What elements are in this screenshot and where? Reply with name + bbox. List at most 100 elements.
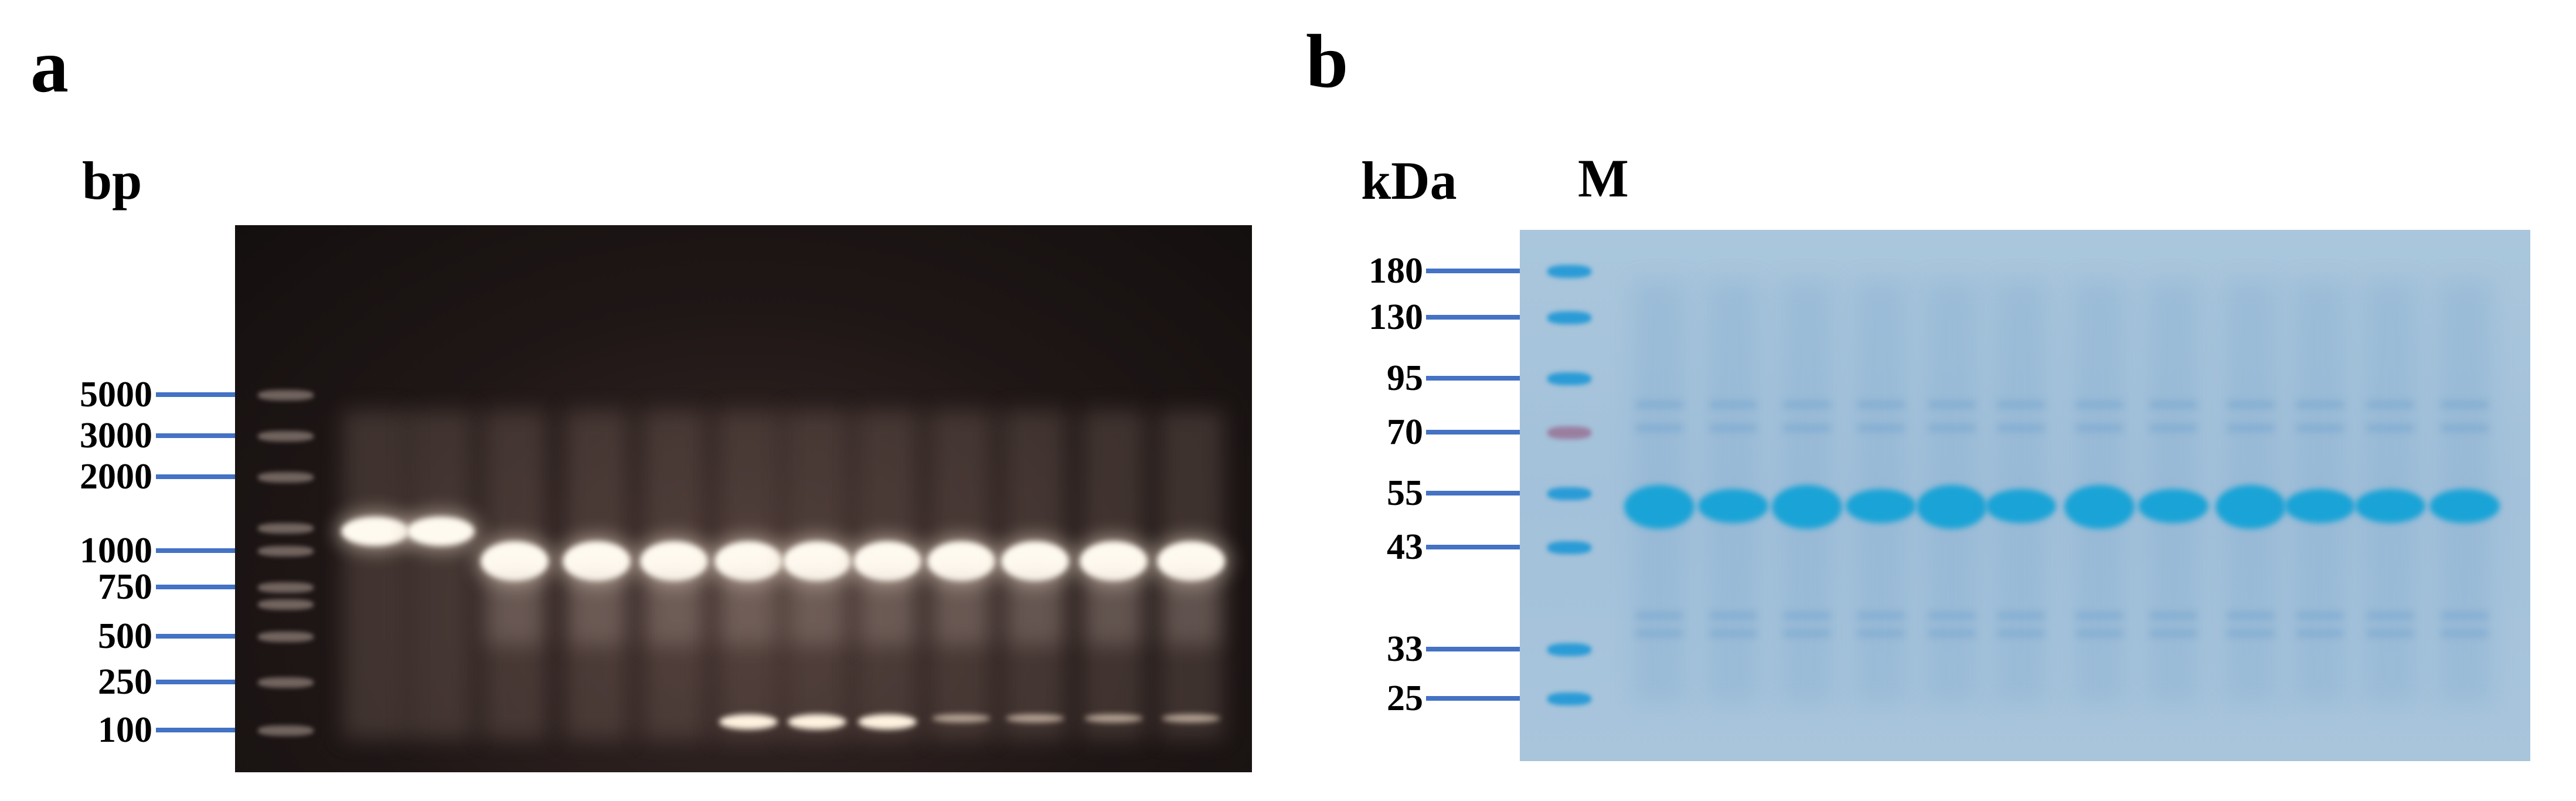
lane-smear-lower (1006, 575, 1064, 645)
faint-band (1928, 630, 1975, 637)
faint-band (2296, 401, 2343, 408)
protein-band (1986, 489, 2056, 523)
marker-line (156, 728, 235, 732)
dna-band (407, 517, 475, 546)
ladder-band (258, 725, 314, 736)
dna-band (1157, 541, 1225, 581)
faint-band (1997, 401, 2044, 408)
dna-band (640, 541, 708, 581)
faint-band (1710, 425, 1757, 432)
marker-label: 70 (1387, 412, 1423, 452)
dna-band (481, 541, 549, 581)
ladder-band (1547, 372, 1591, 385)
ladder-band (258, 472, 314, 483)
ladder-band (258, 546, 314, 556)
faint-band (2076, 401, 2123, 408)
dna-band (783, 541, 851, 581)
lane-smear-lower (858, 575, 917, 645)
marker-label: 750 (98, 567, 152, 607)
ladder-band (1547, 311, 1591, 324)
protein-band (1624, 485, 1694, 529)
faint-band (2150, 401, 2197, 408)
dna-band (714, 541, 782, 581)
marker-label: 250 (98, 662, 152, 702)
marker-line (156, 433, 235, 438)
faint-band (1997, 630, 2044, 637)
faint-band (2296, 425, 2343, 432)
protein-band (1846, 489, 1916, 523)
faint-band (2076, 425, 2123, 432)
marker-label: 55 (1387, 473, 1423, 513)
marker-line (156, 634, 235, 639)
panel-a-label: a (30, 24, 69, 108)
marker-line (1426, 696, 1520, 701)
dna-band-100bp (1006, 714, 1064, 722)
marker-label: 5000 (80, 375, 152, 415)
faint-band (1997, 612, 2044, 619)
marker-line (156, 474, 235, 479)
faint-band (1857, 425, 1904, 432)
ladder-band (258, 431, 314, 442)
marker-line (1426, 647, 1520, 651)
marker-label: 25 (1387, 678, 1423, 718)
ladder-band (1547, 487, 1591, 500)
faint-band (2367, 612, 2414, 619)
faint-band (2227, 401, 2274, 408)
faint-band (1857, 630, 1904, 637)
faint-band (1784, 425, 1830, 432)
ladder-band (258, 390, 314, 400)
dna-band-100bp (858, 714, 917, 729)
faint-band (2076, 630, 2123, 637)
panel-a-unit-label: bp (82, 151, 142, 211)
dna-band (927, 541, 995, 581)
protein-band (2429, 489, 2500, 523)
ladder-band (1547, 541, 1591, 554)
marker-line (1426, 269, 1520, 273)
faint-band (1784, 612, 1830, 619)
faint-band (2441, 401, 2488, 408)
dna-band-100bp (1084, 714, 1143, 722)
faint-band (1928, 612, 1975, 619)
ladder-band (1547, 426, 1591, 439)
ladder-band (1547, 693, 1591, 705)
marker-line (156, 680, 235, 684)
dna-band-100bp (719, 714, 778, 729)
faint-band (1928, 401, 1975, 408)
marker-line (1426, 430, 1520, 435)
marker-label: 1000 (80, 531, 152, 571)
ladder-band (258, 582, 314, 593)
dna-band (341, 517, 409, 546)
faint-band (2227, 612, 2274, 619)
faint-band (1710, 612, 1757, 619)
marker-label: 95 (1387, 358, 1423, 398)
lane-smear-lower (567, 575, 626, 645)
lane-smear-lower (1162, 575, 1220, 645)
agarose-gel-image (235, 225, 1252, 772)
marker-label: 33 (1387, 629, 1423, 669)
ladder-band (258, 677, 314, 688)
faint-band (2441, 630, 2488, 637)
marker-label: 180 (1369, 251, 1423, 291)
faint-band (2296, 612, 2343, 619)
faint-band (1997, 425, 2044, 432)
faint-band (2441, 425, 2488, 432)
faint-band (1636, 612, 1683, 619)
marker-line (1426, 545, 1520, 549)
sds-page-gel-image (1520, 230, 2530, 761)
dna-band-100bp (788, 714, 846, 729)
marker-line (156, 585, 235, 589)
faint-band (2367, 425, 2414, 432)
faint-band (1784, 401, 1830, 408)
lane-smear (343, 410, 407, 739)
ladder-band (258, 632, 314, 642)
faint-band (1857, 612, 1904, 619)
faint-band (2150, 612, 2197, 619)
faint-band (2227, 630, 2274, 637)
marker-label: 500 (98, 616, 152, 656)
faint-band (1857, 401, 1904, 408)
faint-band (1636, 630, 1683, 637)
marker-label: 2000 (80, 457, 152, 497)
ladder-band (258, 599, 314, 610)
marker-line (156, 392, 235, 397)
faint-band (2367, 401, 2414, 408)
